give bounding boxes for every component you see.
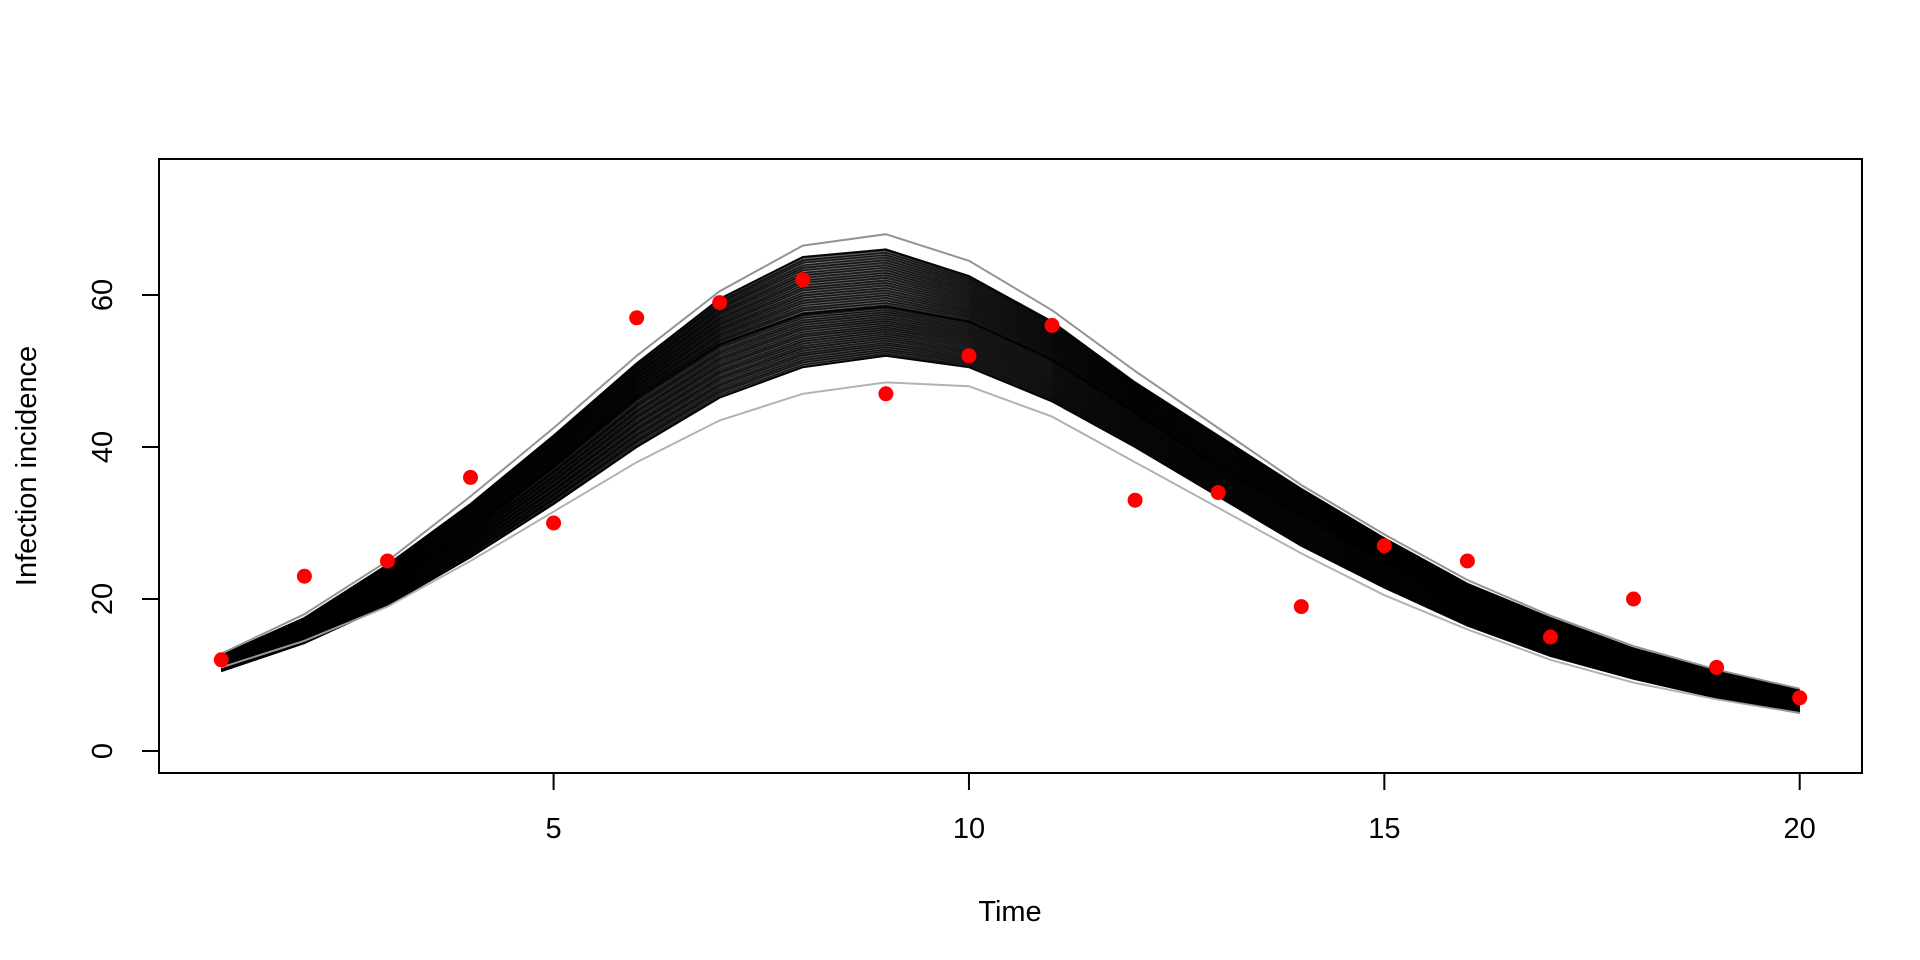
observed-point [463, 469, 478, 485]
x-tick-label: 5 [546, 813, 562, 845]
observed-points [213, 272, 1808, 706]
observed-point [296, 568, 312, 584]
observed-point [1210, 485, 1226, 501]
y-tick-label: 20 [87, 583, 119, 615]
observed-point [546, 515, 562, 531]
observed-point [1376, 538, 1392, 554]
simulation-lines [220, 233, 1800, 714]
observed-point [712, 295, 728, 311]
y-tick-label: 40 [87, 431, 119, 463]
x-axis: 5 10 15 20 [546, 772, 1816, 845]
simulation-series-line [220, 305, 1800, 703]
y-axis: 0 20 40 60 [87, 279, 159, 759]
observed-point [1543, 629, 1558, 645]
observed-point [1792, 690, 1808, 706]
plot-frame [158, 158, 1863, 774]
observed-point [878, 386, 894, 402]
y-tick-label: 0 [87, 743, 119, 759]
simulation-series-line [220, 381, 1800, 714]
observed-point [1626, 591, 1641, 607]
x-tick-label: 10 [953, 813, 985, 845]
observed-point [1293, 599, 1309, 615]
observed-point [795, 272, 811, 288]
y-axis-title: Infection incidence [11, 346, 43, 586]
observed-point [1709, 659, 1725, 675]
simulation-series-line [220, 233, 1800, 690]
observed-point [213, 652, 229, 668]
observed-point [1459, 553, 1475, 569]
observed-point [1127, 492, 1143, 508]
x-tick-label: 15 [1368, 813, 1400, 845]
x-tick-label: 20 [1784, 813, 1816, 845]
observed-point [380, 553, 395, 569]
observed-point [1044, 317, 1060, 333]
observed-point [629, 310, 645, 326]
simulation-series-line [220, 354, 1800, 714]
simulation-series-line [220, 248, 1800, 692]
observed-point [961, 348, 977, 364]
x-axis-title: Time [978, 896, 1041, 928]
y-tick-label: 60 [87, 279, 119, 311]
